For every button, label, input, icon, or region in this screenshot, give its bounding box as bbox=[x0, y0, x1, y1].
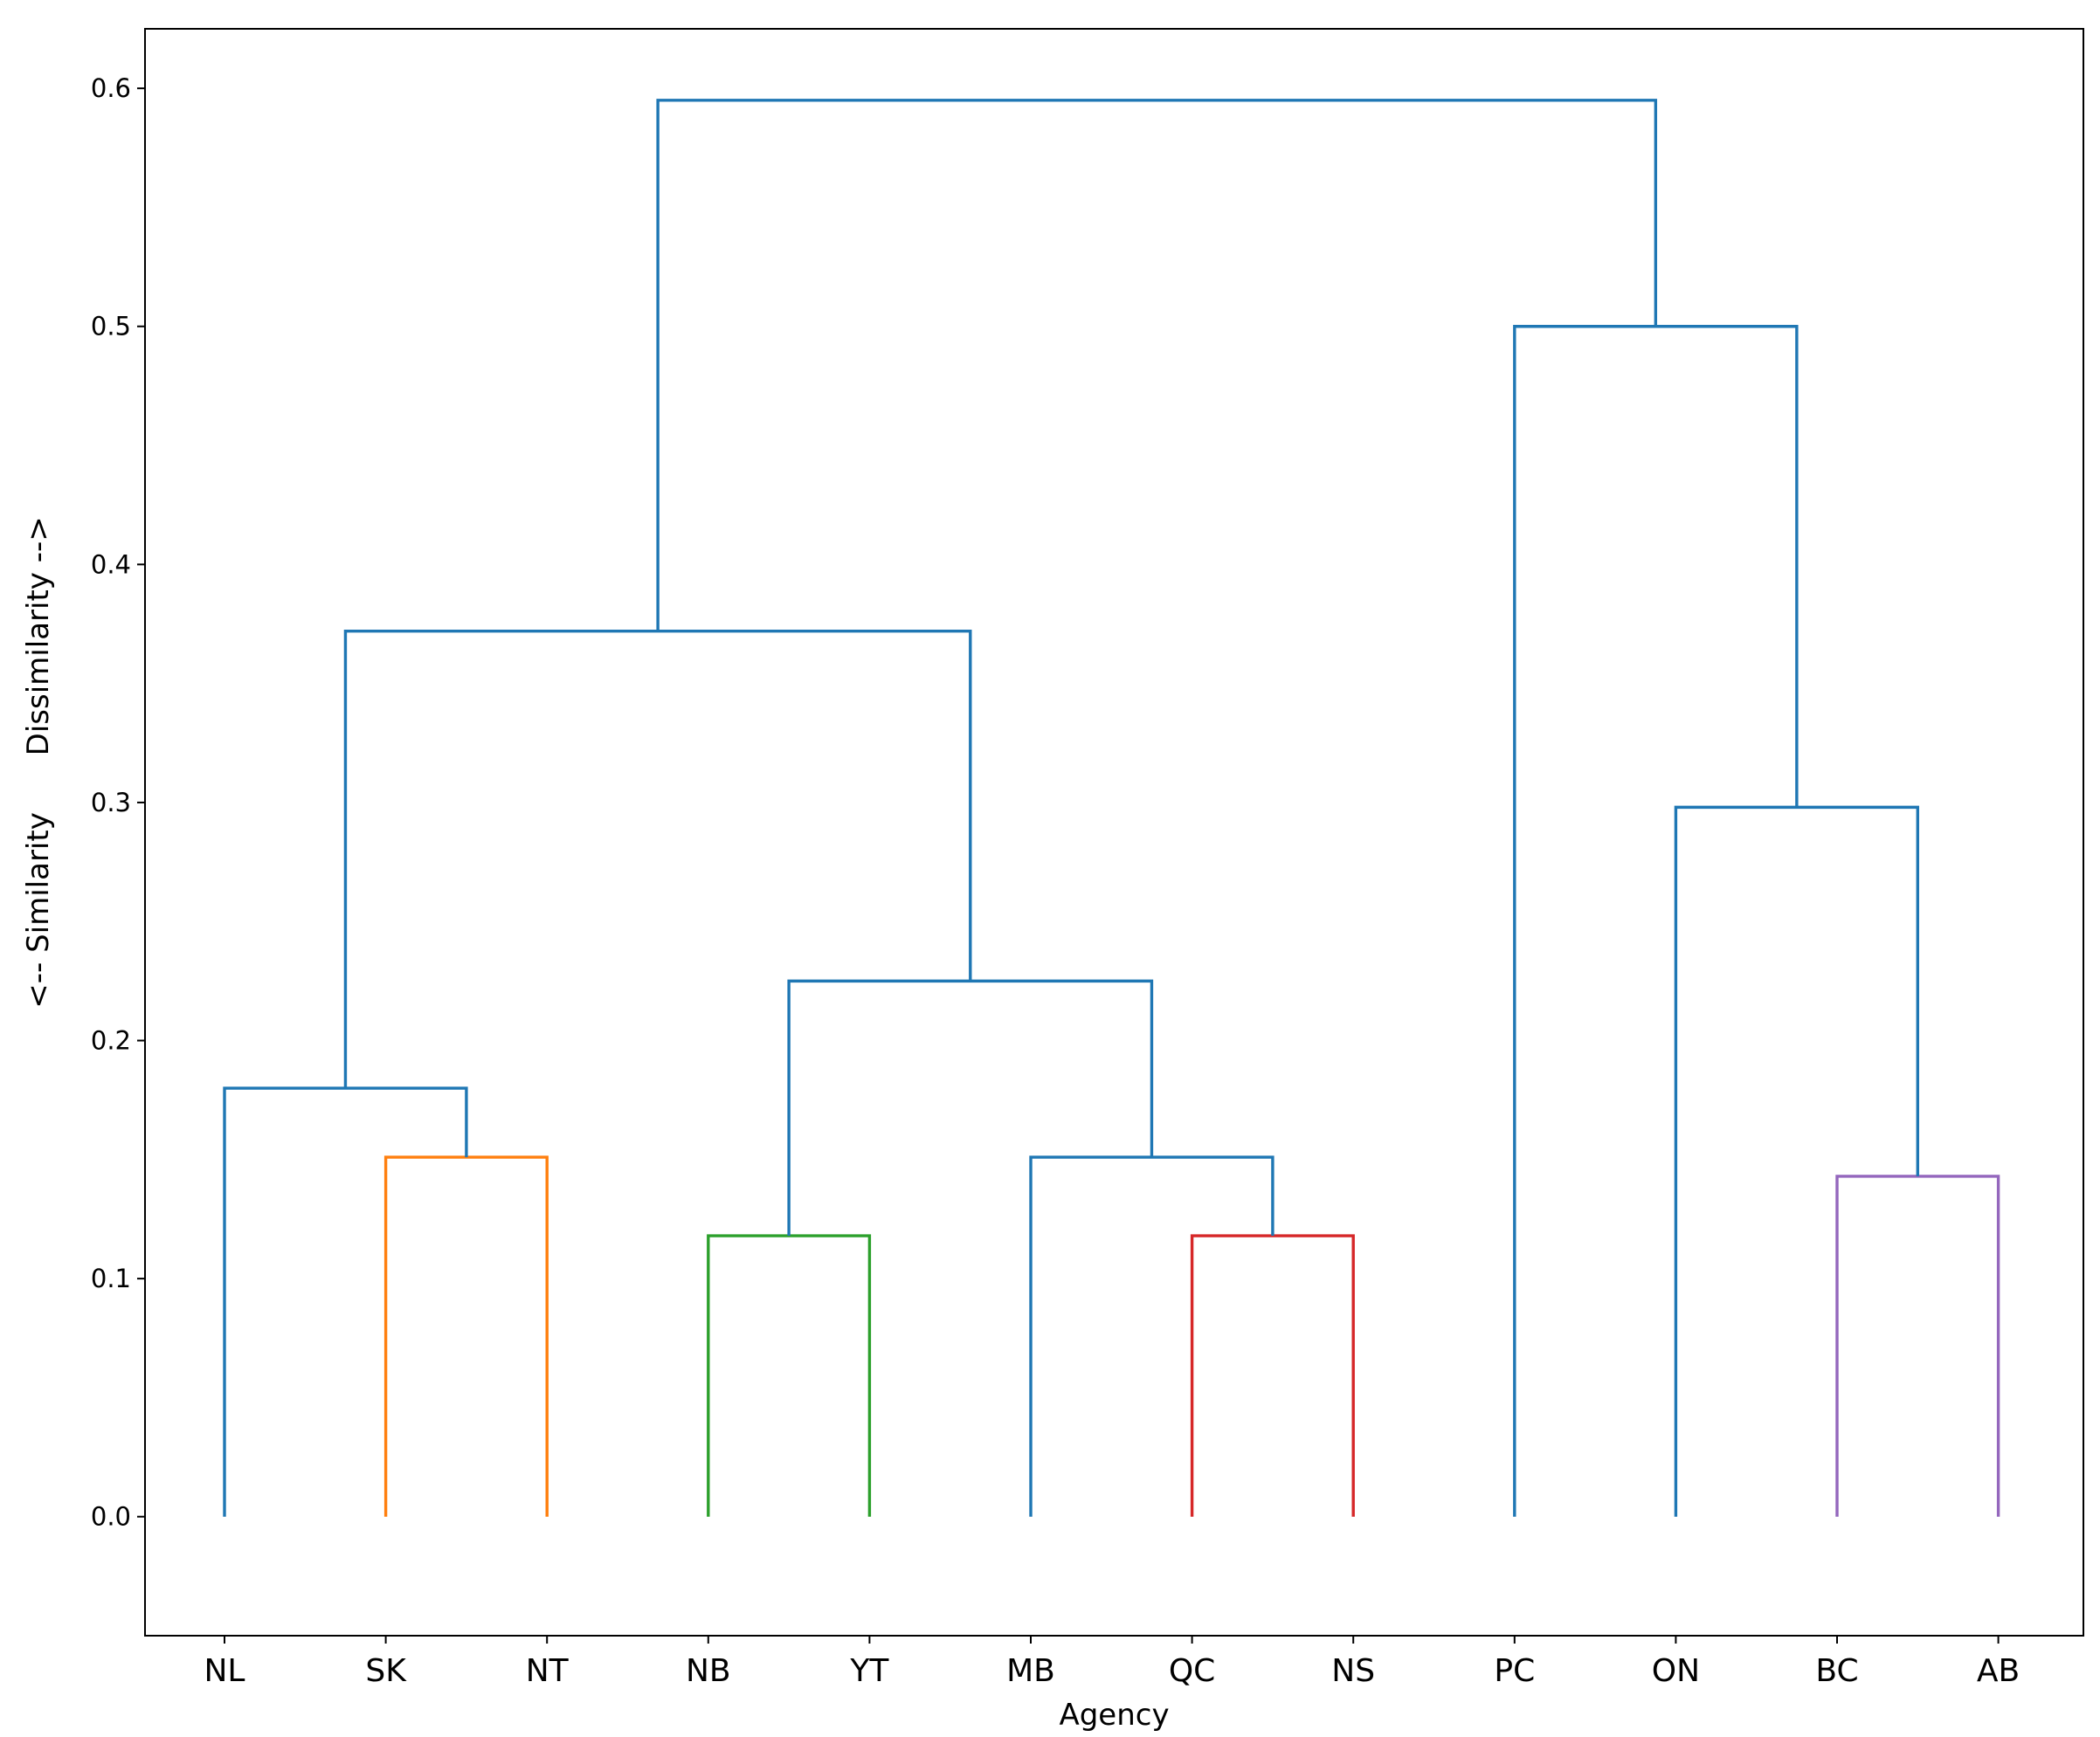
leaf-label-ns: NS bbox=[1331, 1653, 1375, 1689]
dendrogram-links bbox=[223, 99, 2000, 1517]
leaf-label-nb: NB bbox=[686, 1653, 731, 1689]
leaf-label-nt: NT bbox=[526, 1653, 570, 1689]
y-axis-ticks: 0.0 0.1 0.2 0.3 0.4 0.5 0.6 bbox=[91, 73, 145, 1532]
leaf-label-qc: QC bbox=[1169, 1653, 1215, 1689]
leaf-label-nl: NL bbox=[204, 1653, 245, 1689]
x-axis-label: Agency bbox=[1059, 1698, 1169, 1733]
y-tick-label: 0.2 bbox=[91, 1026, 131, 1056]
leaf-label-pc: PC bbox=[1494, 1653, 1535, 1689]
y-tick-label: 0.5 bbox=[91, 312, 131, 341]
leaf-label-mb: MB bbox=[1006, 1653, 1055, 1689]
link-bc-ab bbox=[1835, 1175, 2000, 1517]
x-axis-ticks: NL SK NT NB YT MB QC NS PC ON BC AB bbox=[204, 1636, 2020, 1689]
y-tick-label: 0.0 bbox=[91, 1502, 131, 1532]
plot-frame bbox=[144, 28, 2084, 1637]
y-axis-label: <-- Similarity Dissimilarity --> bbox=[21, 516, 56, 1009]
y-tick-label: 0.6 bbox=[91, 73, 131, 103]
y-tick-label: 0.4 bbox=[91, 549, 131, 579]
link-nl-sknt bbox=[223, 1086, 468, 1517]
link-root bbox=[656, 99, 1658, 631]
link-pc-onbcab bbox=[1513, 325, 1799, 1517]
link-on-bcab bbox=[1674, 805, 1919, 1517]
leaf-label-yt: YT bbox=[849, 1653, 889, 1689]
leaf-label-ab: AB bbox=[1977, 1653, 2020, 1689]
leaf-label-sk: SK bbox=[365, 1653, 407, 1689]
link-sk-nt bbox=[383, 1155, 549, 1517]
y-tick-label: 0.1 bbox=[91, 1264, 131, 1293]
link-mb-qcns bbox=[1029, 1155, 1275, 1517]
leaf-label-bc: BC bbox=[1815, 1653, 1858, 1689]
leaf-label-on: ON bbox=[1652, 1653, 1700, 1689]
y-tick-label: 0.3 bbox=[91, 788, 131, 817]
